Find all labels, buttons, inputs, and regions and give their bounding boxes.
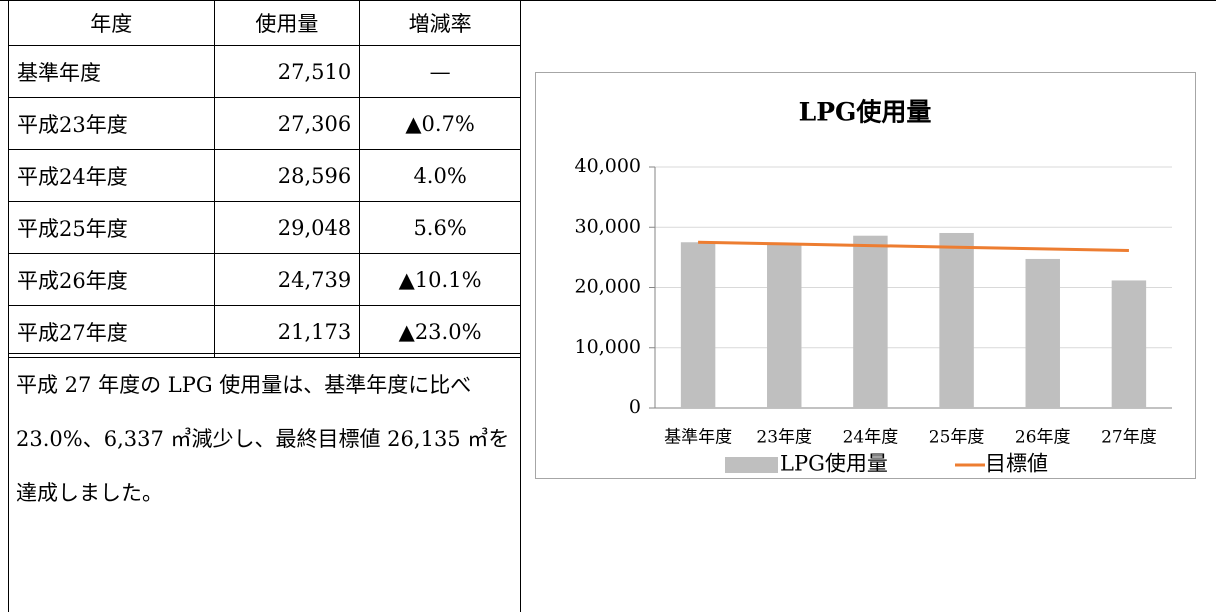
- x-tick-label: 25年度: [929, 428, 985, 448]
- note: 平成 27 年度の LPG 使用量は、基準年度に比べ 23.0%、6,337 ㎥…: [8, 353, 521, 612]
- table-cell: —: [359, 45, 521, 98]
- legend-swatch: [725, 457, 778, 473]
- header-row: 年度 使用量 増減率: [8, 0, 521, 46]
- x-tick-label: 24年度: [843, 428, 899, 448]
- header-cell: 年度: [8, 0, 215, 46]
- x-tick-label: 23年度: [756, 428, 812, 448]
- chart-title: LPG使用量: [799, 98, 932, 127]
- bar: [1025, 258, 1060, 408]
- table-row: 平成23年度 27,306 ▲0.7%: [8, 97, 521, 150]
- table-cell: 平成26年度: [8, 253, 215, 306]
- bar: [939, 232, 974, 408]
- target-line: [698, 240, 1129, 253]
- y-tick-label: 0: [629, 396, 641, 418]
- x-tick-label: 基準年度: [664, 428, 732, 448]
- usage-table: 年度 使用量 増減率 基準年度 27,510— 平成23年度 27,306 ▲0.7% 平…: [8, 0, 521, 358]
- table-cell: 平成23年度: [8, 97, 215, 150]
- bar: [1111, 280, 1147, 408]
- legend-label: 目標値: [985, 452, 1048, 476]
- table-cell: 4.0%: [359, 149, 521, 202]
- table-cell: ▲0.7%: [359, 97, 521, 150]
- y-tick-label: 10,000: [575, 336, 641, 358]
- table-cell: ▲10.1%: [359, 253, 521, 306]
- table-row: 平成25年度 29,048 5.6%: [8, 201, 521, 254]
- table-cell: 28,596: [213, 149, 361, 202]
- y-tick-label: 30,000: [575, 215, 641, 237]
- x-tick-label: 26年度: [1015, 428, 1071, 448]
- table-cell: 27,510: [213, 45, 361, 98]
- table-cell: 29,048: [213, 201, 361, 254]
- table-cell: 平成25年度: [8, 201, 215, 254]
- table-row: 基準年度 27,510—: [8, 45, 521, 98]
- x-tick-label: 27年度: [1101, 428, 1157, 448]
- bar: [767, 243, 802, 408]
- bar: [680, 242, 716, 408]
- table-cell: 24,739: [213, 253, 361, 306]
- y-tick-label: 40,000: [575, 155, 641, 177]
- table-body: 基準年度 27,510— 平成23年度 27,306 ▲0.7% 平成24年度 28,596…: [8, 45, 521, 358]
- table-cell: 5.6%: [359, 201, 521, 254]
- header-cell: 増減率: [359, 0, 521, 46]
- bar: [853, 235, 888, 408]
- table-cell: 平成27年度: [8, 305, 215, 358]
- table-row: 平成27年度 21,173 ▲23.0%: [8, 305, 521, 358]
- legend-label: LPG使用量: [780, 452, 888, 476]
- top-rule: [0, 0, 1216, 1]
- table-cell: 平成24年度: [8, 149, 215, 202]
- table-cell: ▲23.0%: [359, 305, 521, 358]
- y-tick-label: 20,000: [575, 276, 641, 298]
- table-cell: 21,173: [213, 305, 361, 358]
- table-cell: 27,306: [213, 97, 361, 150]
- table-cell: 基準年度: [8, 45, 215, 98]
- table-row: 平成26年度 24,739 ▲10.1%: [8, 253, 521, 306]
- chart: LPG使用量 0 10,000 20,000 30,000 40,000 基準年度 23年度…: [535, 72, 1196, 479]
- table-row: 平成24年度 28,596 4.0%: [8, 149, 521, 202]
- header-cell: 使用量: [213, 0, 361, 46]
